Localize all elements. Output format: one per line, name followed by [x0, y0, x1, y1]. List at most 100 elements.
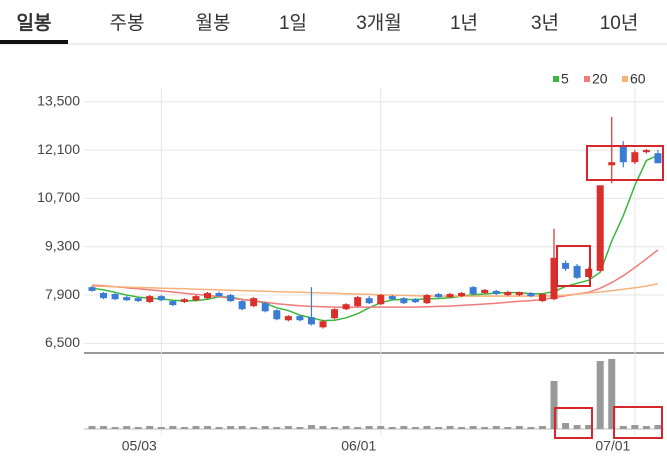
volume-bar: [608, 359, 616, 429]
highlight-box: [556, 245, 591, 287]
volume-bar: [157, 427, 165, 429]
candle-body: [492, 290, 500, 295]
candle-body: [585, 268, 593, 277]
candle-body: [377, 295, 385, 305]
candle-body: [435, 294, 442, 298]
candle-body: [411, 299, 419, 303]
candle-body: [596, 185, 604, 271]
volume-bar: [596, 361, 604, 429]
tab[interactable]: 3개월: [356, 12, 402, 34]
candle-body: [538, 294, 546, 302]
volume-bar: [100, 426, 108, 429]
candle-body: [169, 301, 177, 306]
volume-bar: [354, 427, 362, 429]
legend-swatch: [553, 76, 559, 82]
candle-body: [631, 152, 639, 163]
y-tick-label: 7,900: [45, 286, 80, 302]
tab[interactable]: 월봉: [196, 12, 231, 34]
volume-bar: [377, 426, 385, 429]
highlight-box: [554, 407, 593, 439]
volume-bar: [88, 426, 96, 429]
candle-body: [527, 292, 535, 297]
volume-bar: [435, 427, 442, 429]
x-tick-label: 05/03: [122, 438, 157, 454]
volume-bar: [180, 427, 188, 429]
tab[interactable]: 1일: [279, 12, 307, 34]
y-tick-label: 12,100: [37, 141, 80, 157]
tab[interactable]: 3년: [531, 12, 559, 34]
x-tick-label: 06/01: [341, 438, 376, 454]
candle-body: [146, 296, 154, 302]
candle-body: [227, 295, 235, 302]
legend-label: 60: [630, 71, 646, 87]
candle-body: [446, 294, 454, 298]
ma-line: [91, 282, 659, 297]
candle-body: [157, 296, 165, 301]
legend-swatch: [584, 76, 590, 82]
candle-body: [573, 265, 581, 278]
x-tick-label: 07/01: [595, 438, 630, 454]
volume-bar: [215, 427, 223, 429]
candle-body: [562, 262, 570, 269]
candle-body: [504, 291, 512, 296]
tab[interactable]: 1년: [450, 12, 478, 34]
candle-body: [111, 294, 119, 300]
candle-body: [608, 162, 616, 166]
volume-bar: [146, 426, 154, 429]
tab[interactable]: 일봉: [17, 12, 52, 34]
volume-bar: [238, 426, 246, 429]
plot-area: [84, 88, 664, 352]
candle-body: [550, 257, 558, 300]
volume-bar: [446, 426, 454, 429]
candle-body: [469, 287, 477, 295]
volume-bar: [365, 426, 373, 429]
volume-bar: [123, 426, 131, 429]
candle-body: [365, 298, 373, 304]
candle-body: [423, 295, 431, 304]
volume-bar: [481, 427, 489, 429]
candle-body: [192, 296, 200, 301]
y-tick-label: 9,300: [45, 237, 80, 253]
volume-bar: [469, 426, 477, 429]
y-tick-label: 6,500: [45, 334, 80, 350]
volume-bar: [504, 427, 512, 429]
volume-bar: [169, 426, 177, 429]
candle-body: [400, 298, 408, 304]
volume-bar: [319, 426, 327, 429]
candle-body: [296, 316, 304, 321]
y-tick-label: 13,500: [37, 93, 80, 109]
candle-body: [215, 292, 223, 297]
volume-bar: [423, 426, 431, 429]
tab[interactable]: 주봉: [110, 13, 145, 34]
chart-layer: 6,500 7,900 9,300 10,700 12,100 13,500 05/03 06…: [37, 88, 664, 454]
legend-label: 5: [561, 71, 569, 87]
volume-bar: [492, 426, 500, 429]
candle-body: [134, 298, 142, 302]
volume-bar: [307, 425, 315, 429]
volume-bar: [411, 427, 419, 429]
volume-bar: [388, 427, 396, 429]
candle-body: [100, 292, 108, 299]
volume-bar: [631, 425, 639, 429]
volume-bar: [550, 381, 558, 429]
candle-body: [180, 299, 188, 302]
candle-body: [204, 292, 211, 299]
candle-body: [342, 304, 350, 310]
candle-body: [331, 309, 339, 319]
candle-body: [123, 297, 131, 301]
tab[interactable]: 10년: [600, 12, 639, 34]
volume-bar: [458, 427, 466, 429]
volume-bar: [273, 427, 281, 429]
legend-label: 20: [592, 71, 608, 87]
volume-bar: [654, 425, 662, 429]
candle-body: [388, 296, 396, 300]
candle-body: [619, 145, 627, 163]
candle-body: [250, 298, 258, 307]
ma-line: [91, 154, 659, 322]
volume-bar: [296, 427, 304, 429]
volume-bar: [642, 426, 650, 429]
highlight-box: [586, 145, 664, 181]
volume-bar: [227, 426, 235, 429]
volume-bar: [331, 427, 339, 429]
